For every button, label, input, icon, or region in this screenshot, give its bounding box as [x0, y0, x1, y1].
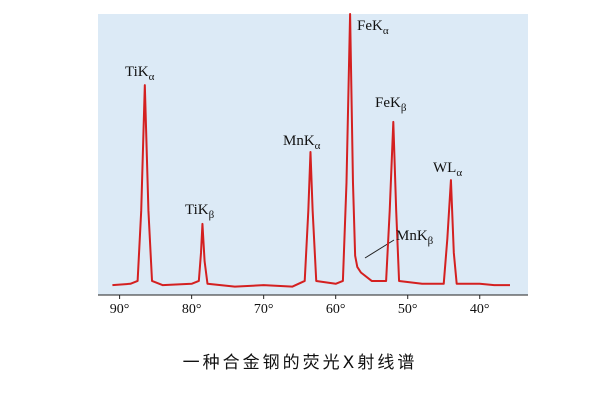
peak-label-text: TiK — [125, 64, 149, 80]
x-tick-label: 40° — [470, 302, 490, 317]
peak-label-text: FeK — [375, 95, 401, 111]
peak-label: MnKβ — [396, 228, 434, 247]
x-tick-label: 60° — [326, 302, 346, 317]
caption: 一种合金钢的荧光X射线谱 — [183, 353, 418, 373]
peak-label: TiKα — [125, 64, 155, 83]
peak-label: FeKβ — [375, 95, 407, 114]
peak-label-sub: α — [383, 25, 389, 37]
peak-label-sub: α — [456, 167, 462, 179]
peak-label: FeKα — [357, 18, 389, 37]
peak-label-sub: β — [428, 235, 434, 247]
peak-label-sub: β — [209, 209, 215, 221]
peak-label-sub: α — [315, 140, 321, 152]
peak-label-sub: α — [149, 71, 155, 83]
peak-label-text: MnK — [283, 133, 315, 149]
peak-label-text: TiK — [185, 202, 209, 218]
spectrum-line — [112, 13, 510, 288]
x-tick-label: 90° — [110, 302, 130, 317]
plot-area — [98, 14, 528, 295]
peak-label-text: MnK — [396, 228, 428, 244]
x-tick-label: 80° — [182, 302, 202, 317]
peak-label-text: WL — [433, 160, 456, 176]
x-tick-label: 50° — [398, 302, 418, 317]
peak-label: TiKβ — [185, 202, 215, 221]
peak-label-text: FeK — [357, 18, 383, 34]
leader-line — [364, 239, 395, 259]
x-tick-label: 70° — [254, 302, 274, 317]
peak-label: MnKα — [283, 133, 321, 152]
peak-label-sub: β — [401, 102, 407, 114]
peak-label: WLα — [433, 160, 462, 179]
